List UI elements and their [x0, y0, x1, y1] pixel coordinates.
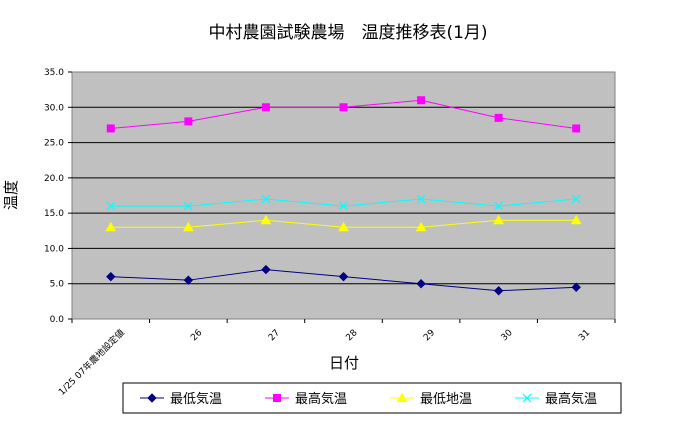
- legend-label: 最高気温: [295, 391, 347, 407]
- legend-item-3: 最低地温: [390, 392, 472, 407]
- legend-label: 最低地温: [420, 392, 472, 407]
- series-2: [106, 96, 581, 133]
- legend-label: 最高気温: [545, 391, 597, 407]
- data-point: [570, 214, 582, 225]
- data-point: [338, 271, 349, 282]
- data-point: [571, 194, 581, 204]
- data-point: [572, 124, 581, 133]
- y-tick-label: 30.0: [44, 103, 64, 113]
- data-point: [184, 117, 193, 126]
- y-tick-label: 20.0: [44, 174, 64, 184]
- data-point: [571, 282, 581, 292]
- data-point: [261, 264, 271, 275]
- data-point: [339, 103, 348, 112]
- y-tick-label: 5.0: [50, 280, 65, 290]
- data-point: [416, 194, 426, 204]
- legend-label: 最低気温: [170, 391, 222, 407]
- x-tick-label: 30: [500, 328, 515, 343]
- legend-marker: [147, 393, 157, 403]
- legend-item-2: 最高気温: [265, 391, 347, 407]
- chart-title: 中村農園試験農場 温度推移表(1月): [208, 23, 487, 43]
- data-point: [415, 221, 427, 232]
- x-axis-label: 日付: [329, 354, 359, 372]
- y-tick-label: 35.0: [44, 68, 64, 78]
- data-point: [260, 214, 272, 225]
- data-point: [261, 103, 270, 112]
- y-axis-label: 温度: [2, 180, 20, 210]
- x-tick-label: 26: [189, 328, 204, 343]
- y-tick-labels: 0.0 5.0 10.0 15.0 20.0 25.0 30.0 35.0: [44, 68, 72, 325]
- series-1: [106, 264, 581, 296]
- data-point: [338, 221, 349, 232]
- data-point: [494, 201, 504, 211]
- data-point: [183, 201, 193, 211]
- series-layer: [105, 96, 582, 296]
- legend-marker: [273, 394, 281, 402]
- data-point: [416, 279, 426, 289]
- x-tick-label: 27: [267, 328, 282, 343]
- legend-item-1: 最低気温: [140, 391, 222, 407]
- x-tick-label: 1/25 07年農地設定値: [56, 327, 127, 398]
- legend-marker: [396, 392, 408, 402]
- data-point: [494, 113, 503, 122]
- y-tick-label: 0.0: [50, 315, 65, 325]
- legend-marker: [522, 393, 532, 403]
- data-point: [106, 271, 116, 282]
- x-tick-label: 28: [344, 328, 359, 343]
- y-tick-label: 25.0: [44, 139, 64, 149]
- data-point: [183, 221, 194, 232]
- data-point: [493, 214, 504, 225]
- y-tick-label: 15.0: [44, 209, 64, 219]
- x-tick-label: 31: [577, 328, 592, 343]
- y-axis-label-group: 温度: [2, 180, 20, 210]
- data-point: [261, 194, 271, 204]
- series-4: [106, 194, 581, 211]
- data-point: [105, 221, 117, 232]
- x-tick-label: 29: [422, 328, 437, 343]
- y-tick-label: 10.0: [44, 244, 64, 254]
- data-point: [417, 96, 426, 105]
- data-point: [183, 275, 194, 285]
- data-point: [339, 201, 348, 211]
- legend-item-4: 最高気温: [515, 391, 597, 407]
- data-point: [106, 124, 115, 133]
- series-3: [105, 214, 582, 232]
- legend: 最低気温 最高気温 最低地温 最高気温: [140, 391, 597, 407]
- data-point: [493, 286, 504, 296]
- data-point: [106, 201, 116, 211]
